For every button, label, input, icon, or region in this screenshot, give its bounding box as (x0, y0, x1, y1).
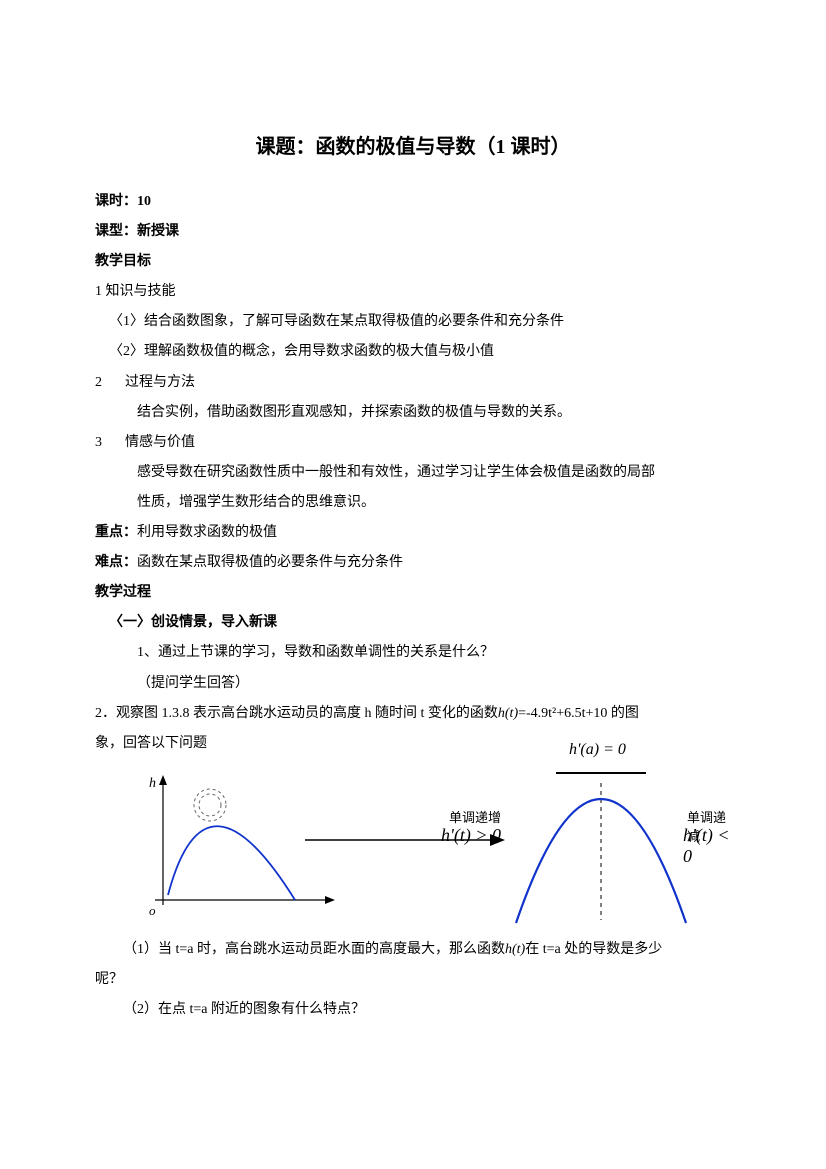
sub2-pre: 2．观察图 1.3.8 表示高台跳水运动员的高度 h 随时间 t 变化的函数 (95, 706, 498, 721)
keshi-label: 课时： (95, 194, 137, 209)
section-process: 教学过程 (95, 578, 731, 608)
kexing-label: 课型： (95, 224, 137, 239)
meta-kexing: 课型：新授课 (95, 217, 731, 247)
sub1-item-1: 1、通过上节课的学习，导数和函数单调性的关系是什么？ (95, 638, 731, 668)
figure-row: h o h'(a) = 0 单调递增 h'(t) > 0 单调递减 (95, 765, 731, 935)
y-axis-arrow (159, 775, 167, 785)
keshi-value: 10 (137, 194, 151, 209)
diff-value: 函数在某点取得极值的必要条件与充分条件 (137, 555, 403, 570)
meta-keshi: 课时：10 (95, 187, 731, 217)
sub2-eq: h(t) (498, 706, 518, 721)
goal-1-head: 1 知识与技能 (95, 277, 731, 307)
q2: （2）在点 t=a 附近的图象有什么特点？ (95, 995, 731, 1025)
goal-3-num: 3 (95, 428, 125, 458)
goal-2-head: 2过程与方法 (95, 368, 731, 398)
goal-2-num: 2 (95, 368, 125, 398)
goal-2-item-1: 结合实例，借助函数图形直观感知，并探索函数的极值与导数的关系。 (95, 398, 731, 428)
top-eq: h'(a) = 0 (569, 741, 626, 759)
goal-3-head: 3情感与价值 (95, 428, 731, 458)
goal-1-item-1: 〈1〉结合函数图象，了解可导函数在某点取得极值的必要条件和充分条件 (95, 307, 731, 337)
figure-right: h'(a) = 0 单调递增 h'(t) > 0 单调递减 h'(t) < 0 (471, 745, 731, 925)
goal-2-title: 过程与方法 (125, 375, 195, 390)
sub1-item-2: （提问学生回答） (95, 669, 731, 699)
key-point: 重点：利用导数求函数的极值 (95, 518, 731, 548)
goal-3-title: 情感与价值 (125, 435, 195, 450)
right-text-2: h'(t) < 0 (683, 825, 731, 867)
kexing-value: 新授课 (137, 224, 179, 239)
axis-label-h: h (149, 776, 156, 791)
goal-3-item-2: 性质，增强学生数形结合的思维意识。 (95, 488, 731, 518)
q1-line2: 呢？ (95, 965, 731, 995)
peak-highlight-circle-inner (199, 794, 221, 816)
x-axis-arrow (325, 896, 335, 904)
left-text-1: 单调递增 (449, 807, 501, 826)
subsection-1: 〈一〉创设情景，导入新课 (95, 608, 731, 638)
q1-eq: h(t) (505, 942, 525, 957)
document-page: 课题：函数的极值与导数（1 课时） 课时：10 课型：新授课 教学目标 1 知识… (0, 0, 826, 1169)
diff-label: 难点： (95, 555, 137, 570)
goal-1-item-2: 〈2〉理解函数极值的概念，会用导数求函数的极大值与极小值 (95, 337, 731, 367)
sub2-post: =-4.9t²+6.5t+10 的图 (518, 706, 639, 721)
section-goal: 教学目标 (95, 247, 731, 277)
q1-post: 在 t=a 处的导数是多少 (525, 942, 662, 957)
key-label: 重点： (95, 525, 137, 540)
q1-line1: （1）当 t=a 时，高台跳水运动员距水面的高度最大，那么函数h(t)在 t=a… (95, 935, 731, 965)
parabola-curve (168, 826, 295, 900)
sub2-line1: 2．观察图 1.3.8 表示高台跳水运动员的高度 h 随时间 t 变化的函数h(… (95, 699, 731, 729)
left-text-2: h'(t) > 0 (441, 825, 501, 846)
goal-3-item-1: 感受导数在研究函数性质中一般性和有效性，通过学习让学生体会极值是函数的局部 (95, 458, 731, 488)
axis-label-o: o (149, 903, 156, 918)
q1-pre: （1）当 t=a 时，高台跳水运动员距水面的高度最大，那么函数 (123, 942, 505, 957)
difficulty: 难点：函数在某点取得极值的必要条件与充分条件 (95, 548, 731, 578)
key-value: 利用导数求函数的极值 (137, 525, 277, 540)
page-title: 课题：函数的极值与导数（1 课时） (95, 130, 731, 159)
